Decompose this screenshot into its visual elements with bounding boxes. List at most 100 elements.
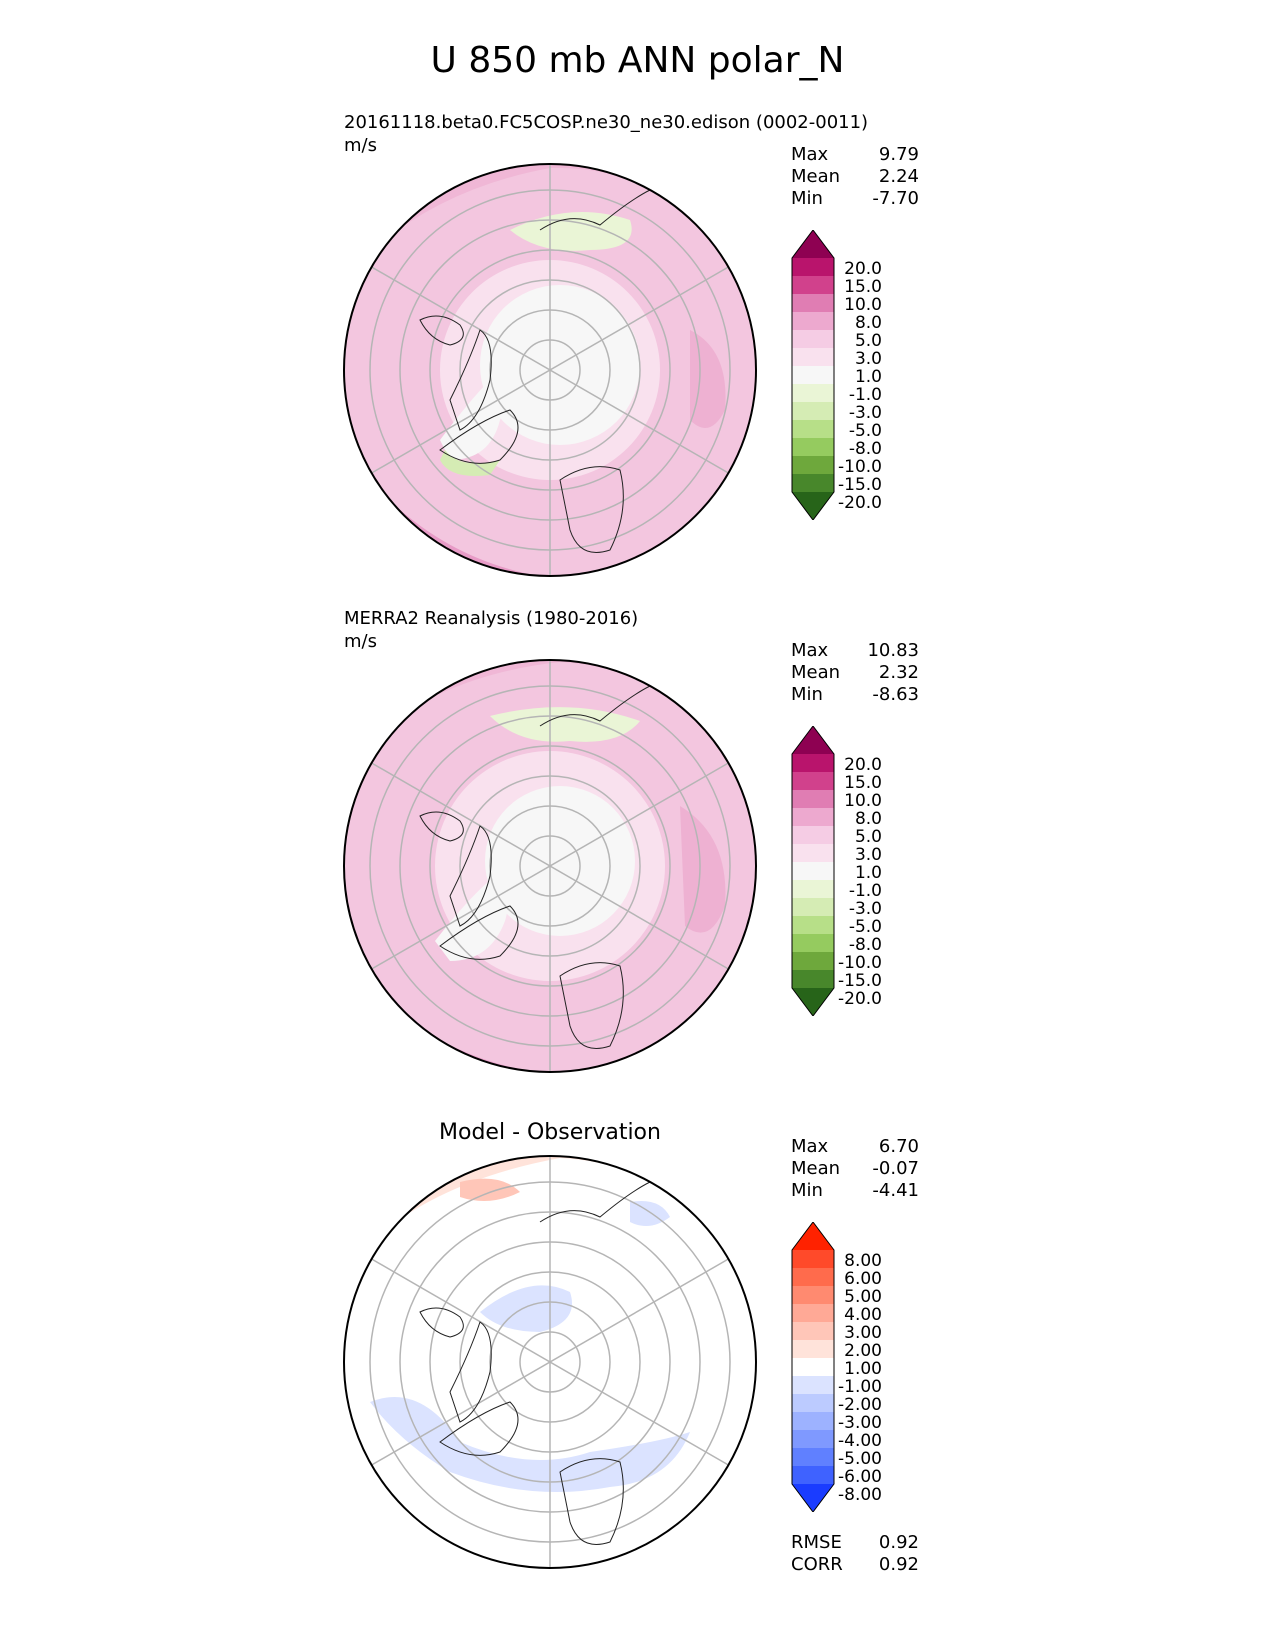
colorbar-tick-label: -15.0 xyxy=(838,475,882,495)
colorbar-tick-label: -8.0 xyxy=(849,935,882,955)
colorbar-tick-label: 8.0 xyxy=(855,809,882,829)
colorbar-tick-label: -4.00 xyxy=(838,1431,882,1451)
colorbar-tick-label: 3.0 xyxy=(855,349,882,369)
colorbar-tick-label: -5.0 xyxy=(849,917,882,937)
stat-mean: -0.07 xyxy=(872,1158,919,1179)
colorbar-segment xyxy=(792,1268,834,1287)
colorbar-tick-label: -10.0 xyxy=(838,457,882,477)
metric-label: CORR xyxy=(791,1554,843,1575)
colorbar-segment xyxy=(792,456,834,475)
stat-label: Max xyxy=(791,1136,829,1157)
colorbar-segment xyxy=(792,330,834,349)
panel-3-title: Model - Observation xyxy=(439,1120,661,1145)
stat-label: Min xyxy=(791,188,823,209)
colorbar-tick-label: 5.0 xyxy=(855,331,882,351)
colorbar-segment xyxy=(792,348,834,367)
colorbar-segment xyxy=(792,294,834,313)
colorbar-tick-label: 5.00 xyxy=(844,1287,882,1307)
panel-3-polar-map xyxy=(343,1155,757,1569)
colorbar-tick-label: 15.0 xyxy=(844,773,882,793)
panel-1-title: 20161118.beta0.FC5COSP.ne30_ne30.edison … xyxy=(344,112,869,133)
panel-2-units: m/s xyxy=(344,631,377,652)
colorbar-segment xyxy=(792,1250,834,1269)
colorbar-segment xyxy=(792,1322,834,1341)
colorbar-tick-label: 8.00 xyxy=(844,1251,882,1271)
stat-max: 9.79 xyxy=(878,144,919,165)
figure-title: U 850 mb ANN polar_N xyxy=(430,40,845,81)
colorbar-segment xyxy=(792,772,834,791)
colorbar-tick-label: -20.0 xyxy=(838,989,882,1009)
colorbar-tick-label: -2.00 xyxy=(838,1395,882,1415)
colorbar-tick-label: -6.00 xyxy=(838,1467,882,1487)
colorbar-segment xyxy=(792,1430,834,1449)
panel-2-stats: Max 10.83 Mean 2.32 Min -8.63 xyxy=(791,640,919,706)
panel-1-polar-map xyxy=(343,163,757,577)
colorbar-segment xyxy=(792,1286,834,1305)
colorbar-tick-label: -8.00 xyxy=(838,1485,882,1505)
panel-3-colorbar: 8.006.005.004.003.002.001.00-1.00-2.00-3… xyxy=(791,1222,882,1512)
colorbar-segment xyxy=(792,402,834,421)
colorbar-segment xyxy=(792,438,834,457)
stat-label: Max xyxy=(791,640,829,661)
stat-min: -4.41 xyxy=(872,1180,919,1201)
colorbar-tick-label: -1.00 xyxy=(838,1377,882,1397)
colorbar-segment xyxy=(792,726,834,754)
colorbar-segment xyxy=(792,230,834,258)
colorbar-segment xyxy=(792,1484,834,1512)
colorbar-tick-label: -3.0 xyxy=(849,403,882,423)
colorbar-segment xyxy=(792,312,834,331)
panel-1-units: m/s xyxy=(344,135,377,156)
colorbar-tick-label: 20.0 xyxy=(844,755,882,775)
stat-label: Mean xyxy=(791,166,841,187)
colorbar-tick-label: 2.00 xyxy=(844,1341,882,1361)
panel-2-polar-map xyxy=(343,659,757,1073)
colorbar-3-bars xyxy=(791,1222,835,1512)
colorbar-1-bars xyxy=(791,230,835,520)
panel-2-title: MERRA2 Reanalysis (1980-2016) xyxy=(344,608,639,629)
stat-max: 6.70 xyxy=(878,1136,919,1157)
stat-mean: 2.24 xyxy=(878,166,919,187)
colorbar-segment xyxy=(792,1358,834,1377)
colorbar-tick-label: 3.00 xyxy=(844,1323,882,1343)
colorbar-segment xyxy=(792,844,834,863)
colorbar-outline xyxy=(791,1222,835,1512)
colorbar-tick-label: 1.0 xyxy=(855,863,882,883)
colorbar-tick-label: 5.0 xyxy=(855,827,882,847)
colorbar-tick-label: -1.0 xyxy=(849,385,882,405)
colorbar-tick-label: -10.0 xyxy=(838,953,882,973)
colorbar-tick-label: -3.00 xyxy=(838,1413,882,1433)
stat-min: -8.63 xyxy=(872,684,919,705)
stat-label: Max xyxy=(791,144,829,165)
colorbar-tick-label: -1.0 xyxy=(849,881,882,901)
colorbar-segment xyxy=(792,880,834,899)
colorbar-tick-label: -5.0 xyxy=(849,421,882,441)
colorbar-segment xyxy=(792,1412,834,1431)
metric-corr: 0.92 xyxy=(878,1554,919,1575)
colorbar-segment xyxy=(792,754,834,773)
colorbar-segment xyxy=(792,276,834,295)
colorbar-segment xyxy=(792,258,834,277)
colorbar-tick-label: 8.0 xyxy=(855,313,882,333)
colorbar-segment xyxy=(792,790,834,809)
colorbar-2-ticks: 20.015.010.08.05.03.01.0-1.0-3.0-5.0-8.0… xyxy=(838,755,882,1009)
colorbar-segment xyxy=(792,474,834,493)
colorbar-tick-label: -20.0 xyxy=(838,493,882,513)
colorbar-tick-label: 20.0 xyxy=(844,259,882,279)
colorbar-segment xyxy=(792,862,834,881)
colorbar-segment xyxy=(792,492,834,520)
stat-label: Min xyxy=(791,684,823,705)
stat-min: -7.70 xyxy=(872,188,919,209)
colorbar-segment xyxy=(792,1376,834,1395)
colorbar-tick-label: 15.0 xyxy=(844,277,882,297)
colorbar-1-ticks: 20.015.010.08.05.03.01.0-1.0-3.0-5.0-8.0… xyxy=(838,259,882,513)
colorbar-tick-label: -15.0 xyxy=(838,971,882,991)
stat-label: Mean xyxy=(791,662,841,683)
colorbar-segment xyxy=(792,1394,834,1413)
panel-1-stats: Max 9.79 Mean 2.24 Min -7.70 xyxy=(791,144,919,210)
colorbar-segment xyxy=(792,952,834,971)
colorbar-outline xyxy=(791,230,835,520)
colorbar-tick-label: -3.0 xyxy=(849,899,882,919)
colorbar-segment xyxy=(792,1222,834,1250)
colorbar-segment xyxy=(792,916,834,935)
panel-3-stats: Max 6.70 Mean -0.07 Min -4.41 xyxy=(791,1136,919,1202)
